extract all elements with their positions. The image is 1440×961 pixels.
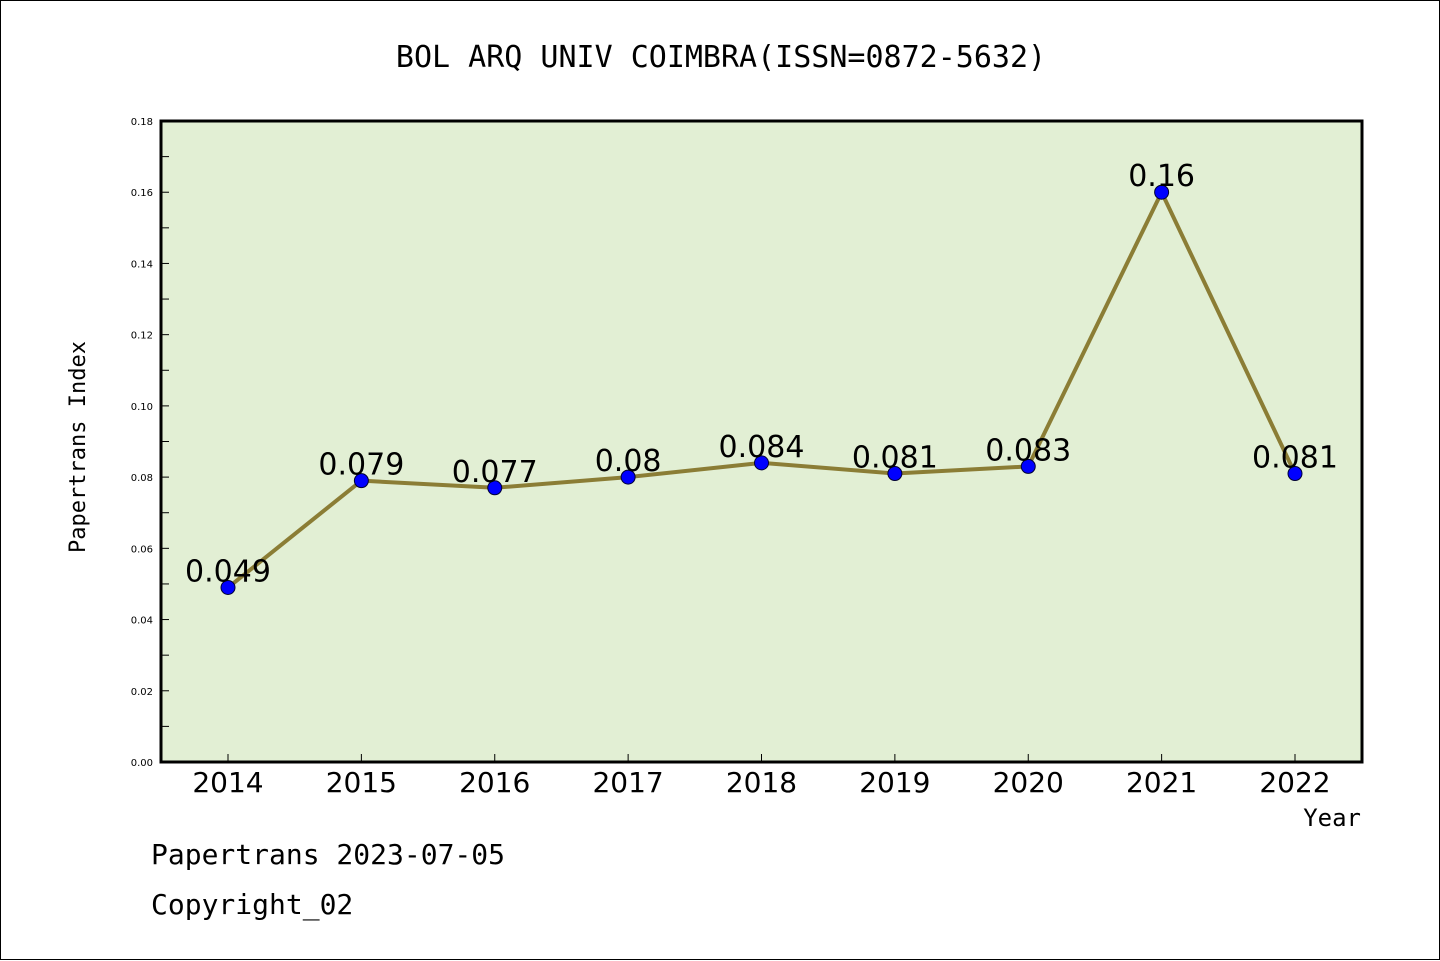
series: 0.049 0.079 0.077 0.08 0.084 0.081 0.083 0.16 0.…: [185, 159, 1338, 596]
plot-area: [159, 119, 1364, 764]
y-axis: 0.00 0.02 0.04 0.06 0.08 0.10 0.12 0.14 0.16 0.18: [131, 117, 169, 769]
data-point: [487, 480, 503, 496]
y-tick-label: 0.12: [131, 331, 153, 342]
data-point: [887, 466, 903, 482]
data-point: [754, 455, 769, 471]
x-tick-label: 2015: [326, 766, 397, 799]
x-tick-label: 2018: [726, 766, 797, 799]
x-axis: 2014 2015 2016 2017 2018 2019 2020 2021 2022: [192, 754, 1331, 799]
y-tick-label: 0.04: [131, 616, 153, 627]
data-label: 0.077: [452, 455, 538, 490]
data-label: 0.084: [719, 430, 805, 465]
footer-copyright: Copyright_02: [151, 888, 353, 922]
data-point: [1154, 184, 1170, 200]
x-tick-label: 2014: [192, 766, 263, 799]
y-axis-label: Papertrans Index: [66, 341, 91, 553]
y-tick-label: 0.08: [131, 473, 153, 484]
x-tick-label: 2022: [1259, 766, 1330, 799]
data-point: [1287, 466, 1303, 482]
data-label: 0.079: [318, 448, 404, 483]
footer-date: Papertrans 2023-07-05: [151, 838, 505, 871]
y-tick-label: 0.14: [131, 259, 153, 270]
chart-title: BOL ARQ UNIV COIMBRA(ISSN=0872-5632): [396, 40, 1046, 75]
y-tick-label: 0.18: [131, 117, 153, 128]
x-axis-label: Year: [1303, 804, 1361, 832]
data-label: 0.049: [185, 555, 271, 590]
y-tick-label: 0.00: [131, 758, 153, 769]
data-point: [1020, 458, 1036, 474]
x-tick-label: 2016: [459, 766, 530, 799]
y-tick-label: 0.02: [131, 687, 153, 698]
data-point: [353, 473, 369, 489]
data-point: [620, 469, 636, 485]
y-tick-label: 0.10: [131, 402, 153, 413]
y-tick-label: 0.06: [131, 544, 153, 555]
x-tick-label: 2017: [592, 766, 663, 799]
x-tick-label: 2019: [859, 766, 930, 799]
data-label: 0.081: [1252, 441, 1338, 476]
data-label: 0.08: [595, 444, 662, 479]
y-tick-label: 0.16: [131, 188, 153, 199]
data-point: [220, 580, 236, 596]
data-label: 0.16: [1128, 159, 1195, 194]
data-label: 0.083: [985, 433, 1071, 468]
x-tick-label: 2021: [1126, 766, 1197, 799]
x-tick-label: 2020: [993, 766, 1064, 799]
data-label: 0.081: [852, 441, 938, 476]
